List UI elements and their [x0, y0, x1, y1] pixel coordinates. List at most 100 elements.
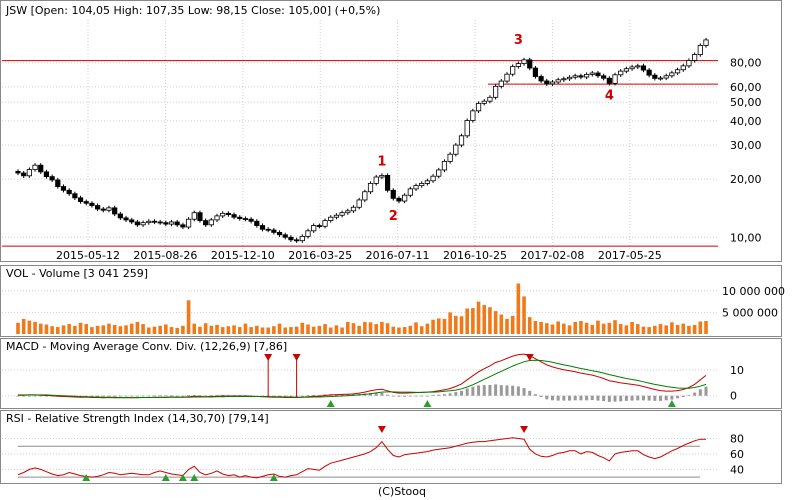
macd-histogram-bar [562, 395, 566, 401]
volume-bar [425, 323, 430, 334]
macd-histogram-bar [494, 384, 498, 396]
wave-label: 4 [605, 89, 614, 104]
candle-body [436, 169, 442, 177]
volume-bar [237, 327, 242, 334]
volume-bar [567, 325, 572, 334]
macd-histogram-bar [573, 395, 577, 401]
macd-histogram-bar [420, 395, 424, 397]
volume-bar [215, 324, 219, 334]
volume-bar [618, 324, 623, 334]
volume-bar [687, 325, 691, 334]
macd-histogram-bar [607, 395, 611, 402]
macd-histogram-bar [499, 385, 503, 396]
volume-bar [56, 327, 60, 334]
volume-bar [67, 324, 71, 334]
volume-bar [516, 283, 521, 334]
candle-body [566, 76, 573, 80]
candle-body [555, 79, 561, 83]
wave-label: 2 [389, 209, 398, 224]
macd-histogram-bar [414, 395, 418, 397]
macd-histogram-bar [107, 395, 111, 397]
volume-bar [27, 320, 32, 334]
macd-histogram-bar [482, 385, 486, 396]
price-chart-title: JSW [Open: 104,05 High: 107,35 Low: 98,1… [5, 4, 380, 17]
macd-histogram-bar [425, 395, 429, 397]
candle-body [89, 202, 95, 206]
macd-histogram-bar [579, 395, 583, 401]
wave-label: 1 [377, 155, 386, 170]
x-axis-date-label: 2017-05-25 [598, 249, 662, 262]
price-tick-label: 50,00 [730, 96, 762, 109]
macd-histogram-bar [681, 395, 685, 397]
candle-body [345, 210, 351, 214]
candle-body [197, 212, 203, 221]
candle-body [265, 228, 271, 231]
macd-histogram-bar [44, 395, 48, 397]
macd-histogram-bar [602, 395, 606, 402]
volume-bar [328, 327, 333, 334]
macd-histogram-bar [454, 392, 458, 396]
macd-histogram-bar [624, 395, 628, 401]
macd-histogram-bar [704, 386, 708, 396]
candle-body [123, 217, 129, 221]
candle-body [612, 74, 618, 84]
volume-bar [459, 316, 464, 334]
macd-histogram-bar [369, 392, 373, 396]
volume-bar [232, 325, 236, 334]
macd-histogram-bar [118, 395, 122, 397]
volume-bar [107, 323, 111, 334]
macd-histogram-bar [676, 395, 680, 399]
macd-histogram-bar [545, 395, 549, 400]
volume-bar [289, 327, 293, 334]
candle-body [578, 75, 584, 78]
volume-bar [454, 315, 458, 334]
candle-body [208, 219, 214, 226]
volume-bar [584, 322, 589, 334]
candle-body [117, 213, 123, 219]
macd-tick-label: 10 [730, 364, 744, 377]
volume-bar [198, 326, 202, 334]
buy-signal-marker [269, 474, 278, 481]
candle-body [322, 220, 328, 227]
volume-bar [607, 322, 612, 334]
macd-histogram-bar [346, 394, 350, 396]
candle-body [60, 186, 67, 191]
price-tick-label: 30,00 [730, 139, 762, 152]
macd-histogram-bar [442, 394, 446, 396]
volume-bar [590, 324, 595, 334]
volume-bar [16, 322, 20, 334]
macd-histogram-bar [437, 394, 441, 396]
candle-body [163, 222, 169, 225]
volume-bar [323, 324, 327, 334]
candle-body [134, 221, 141, 226]
macd-histogram-bar [687, 394, 691, 396]
macd-histogram-bar [317, 394, 321, 396]
volume-bar [374, 324, 379, 334]
macd-histogram-bar [198, 395, 202, 396]
volume-bar [306, 324, 310, 334]
volume-bar [192, 323, 197, 334]
candle-body [362, 191, 368, 201]
volume-bar [260, 327, 265, 334]
volume-bar [44, 324, 49, 334]
macd-histogram-bar [283, 395, 287, 397]
volume-bar [653, 325, 657, 334]
volume-bar [635, 324, 640, 334]
x-axis-date-label: 2016-07-11 [366, 249, 430, 262]
volume-bar [33, 321, 37, 334]
rsi-tick-label: 80 [730, 432, 744, 445]
macd-histogram-bar [516, 386, 520, 396]
candle-body [407, 188, 413, 196]
x-axis-date-label: 2016-10-25 [443, 249, 507, 262]
candle-body [299, 236, 305, 242]
macd-histogram-bar [386, 394, 390, 396]
volume-bar [670, 322, 674, 334]
candle-body [180, 224, 186, 228]
macd-histogram-bar [164, 395, 168, 397]
credit-label: (C)Stooq [378, 485, 426, 498]
volume-bar [152, 326, 157, 334]
candle-body [72, 193, 78, 199]
volume-bar [431, 319, 435, 334]
volume-bar [675, 324, 680, 334]
volume-bar [135, 321, 140, 334]
